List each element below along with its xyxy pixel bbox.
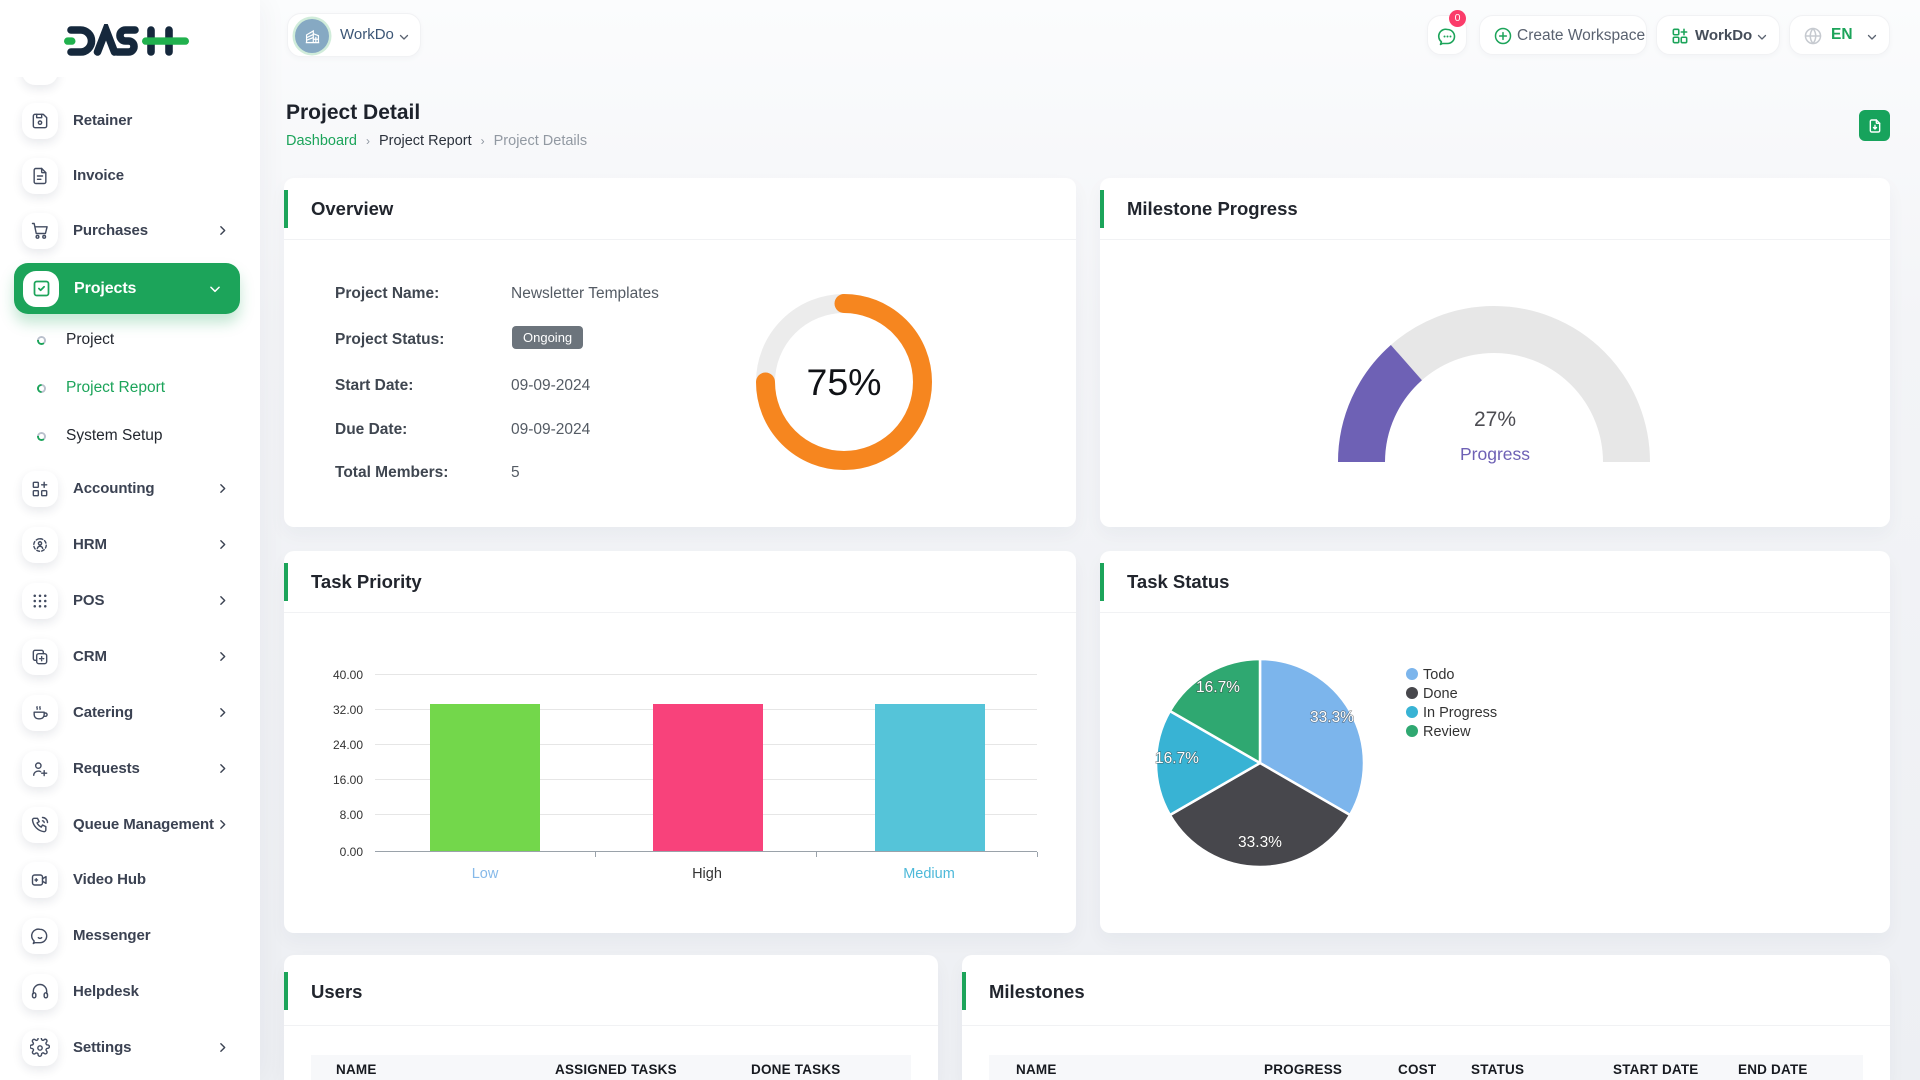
svg-text:0.00: 0.00: [340, 845, 364, 859]
svg-text:16.00: 16.00: [333, 773, 363, 787]
svg-text:33.3%: 33.3%: [1310, 709, 1354, 726]
svg-text:75%: 75%: [806, 361, 881, 403]
svg-text:16.7%: 16.7%: [1155, 750, 1199, 767]
svg-text:Medium: Medium: [903, 866, 955, 882]
svg-text:33.3%: 33.3%: [1238, 834, 1282, 851]
svg-text:40.00: 40.00: [333, 668, 363, 682]
svg-text:32.00: 32.00: [333, 703, 363, 717]
svg-text:High: High: [692, 866, 722, 882]
svg-text:24.00: 24.00: [333, 738, 363, 752]
svg-text:Low: Low: [472, 866, 499, 882]
svg-text:16.7%: 16.7%: [1196, 679, 1240, 696]
svg-text:8.00: 8.00: [340, 808, 364, 822]
